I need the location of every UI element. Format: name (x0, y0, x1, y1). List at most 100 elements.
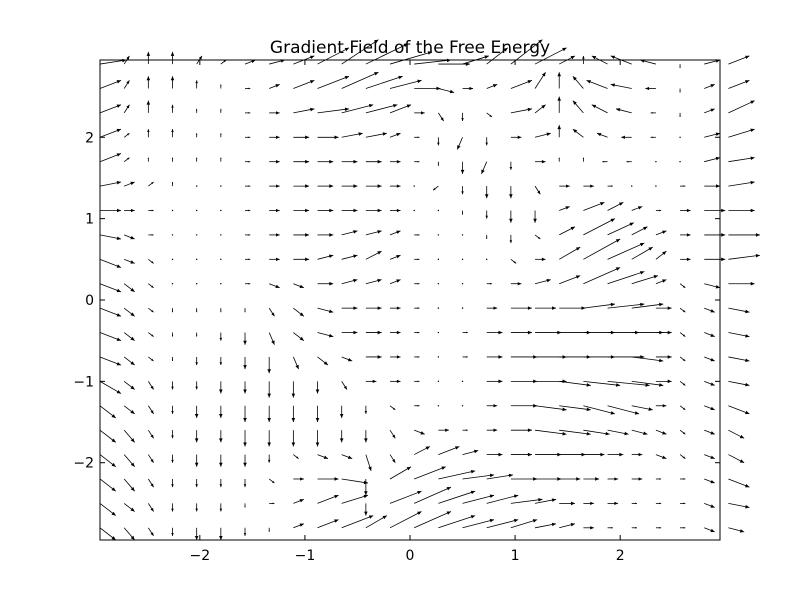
arrow-head (417, 258, 420, 261)
arrow-shaft (607, 380, 650, 386)
arrow-head (745, 483, 750, 488)
field-arrow (728, 79, 750, 89)
field-arrow (679, 405, 686, 411)
field-arrow (414, 111, 425, 115)
arrow-head (248, 136, 251, 139)
field-arrow (486, 452, 503, 457)
field-arrow (534, 185, 541, 195)
x-tick-label: −1 (295, 548, 316, 564)
field-arrow (510, 135, 522, 139)
arrow-head (527, 428, 532, 432)
field-arrow (146, 51, 151, 65)
arrow-head (417, 79, 422, 84)
arrow-head (243, 533, 247, 536)
field-arrow (148, 429, 154, 439)
field-arrow (583, 477, 600, 481)
arrow-head (570, 522, 575, 527)
field-arrow (414, 160, 420, 163)
field-arrow (220, 133, 222, 138)
arrow-head (392, 459, 396, 463)
arrow-shaft (365, 104, 398, 114)
arrow-head (445, 428, 449, 432)
arrow-head (509, 218, 513, 223)
field-arrow (680, 526, 686, 529)
arrow-head (586, 383, 591, 387)
arrow-point (220, 258, 222, 261)
arrow-head (171, 104, 174, 108)
arrow-head (299, 312, 304, 317)
arrow-head (582, 55, 585, 59)
arrow-head (527, 452, 532, 457)
field-arrow (631, 302, 664, 309)
arrow-head (329, 233, 334, 237)
field-arrow (559, 477, 581, 481)
arrow-head (315, 442, 320, 447)
arrow-head (610, 302, 615, 307)
field-arrow (365, 278, 382, 285)
field-arrow (572, 100, 584, 114)
field-arrow (245, 258, 251, 261)
arrow-shaft (631, 380, 664, 386)
field-arrow (341, 230, 358, 236)
arrow-head (393, 104, 398, 108)
arrow-head (358, 132, 363, 136)
field-arrow (123, 527, 135, 541)
arrow-head (615, 108, 621, 112)
field-arrow (196, 308, 198, 313)
arrow-head (739, 459, 745, 463)
arrow-head (194, 413, 199, 418)
arrow-head (248, 209, 251, 212)
arrow-head (116, 181, 122, 185)
field-arrow (267, 356, 271, 374)
arrow-shaft (414, 511, 452, 529)
field-arrow (317, 477, 339, 481)
arrow-head (116, 361, 122, 366)
arrow-head (710, 333, 715, 337)
arrow-head (659, 502, 662, 505)
arrow-head (111, 536, 116, 540)
arrow-head (151, 182, 154, 185)
arrow-head (276, 135, 280, 139)
field-arrow (389, 254, 401, 260)
arrow-head (615, 267, 621, 271)
field-arrow (171, 129, 174, 138)
arrow-head (170, 76, 175, 81)
arrow-head (750, 128, 755, 133)
field-arrow (123, 104, 130, 114)
arrow-head (421, 111, 425, 115)
field-arrow (341, 381, 348, 390)
arrow-point (461, 234, 464, 236)
field-arrow (269, 84, 280, 89)
field-arrow (195, 283, 198, 285)
field-arrow (99, 503, 117, 516)
field-arrow (461, 307, 464, 309)
arrow-head (710, 382, 715, 386)
arrow-head (590, 501, 594, 506)
field-arrow (268, 332, 275, 345)
arrow-point (171, 283, 174, 285)
arrow-head (116, 153, 122, 157)
field-arrow (559, 501, 575, 506)
arrow-head (755, 233, 760, 237)
arrow-head (299, 499, 304, 503)
x-axis: −2 −1 0 1 2 (190, 60, 625, 564)
arrow-head (116, 128, 122, 133)
arrow-head (295, 364, 299, 370)
arrow-head (470, 469, 476, 474)
arrow-head (195, 484, 198, 488)
arrow-head (682, 431, 686, 435)
arrow-head (667, 379, 672, 384)
arrow-head (662, 279, 667, 283)
arrow-head (710, 406, 715, 411)
arrow-head (739, 529, 745, 533)
arrow-head (377, 208, 382, 213)
arrow-head (243, 365, 247, 370)
field-arrow (148, 356, 154, 362)
field-arrow (317, 254, 334, 260)
arrow-head (329, 184, 334, 188)
arrow-point (171, 209, 174, 212)
field-arrow (558, 157, 560, 162)
field-arrow (341, 478, 369, 485)
arrow-shaft (510, 519, 538, 529)
arrow-shaft (317, 47, 350, 65)
